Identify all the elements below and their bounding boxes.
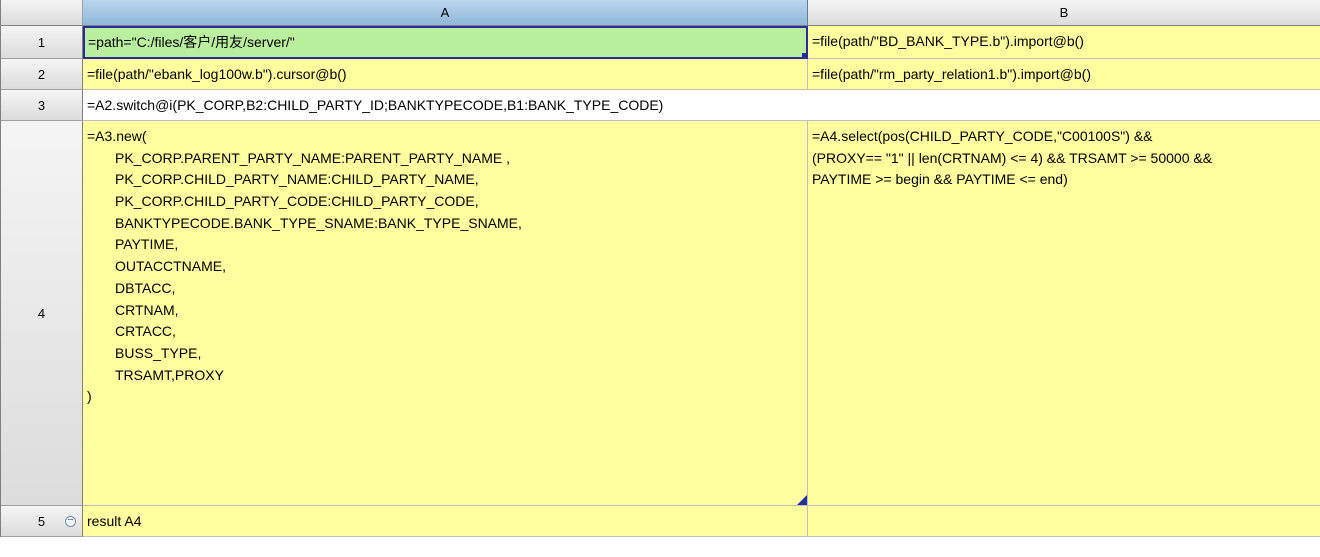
cell-A4[interactable]: =A3.new( PK_CORP.PARENT_PARTY_NAME:PARENT… — [83, 121, 808, 506]
cell-A4-line-0: PK_CORP.PARENT_PARTY_NAME:PARENT_PARTY_N… — [87, 148, 510, 170]
cell-B4-line-2: (PROXY== "1" || len(CRTNAM) <= 4) && TRS… — [812, 150, 1212, 166]
spreadsheet-grid: A B 1 =path="C:/files/客户/用友/server/" =fi… — [0, 0, 1320, 537]
cell-B4-line-1: =A4.select(pos(CHILD_PARTY_CODE,"C00100S… — [812, 128, 1153, 144]
cell-A3[interactable]: =A2.switch@i(PK_CORP,B2:CHILD_PARTY_ID;B… — [83, 90, 1320, 121]
column-header-A[interactable]: A — [83, 0, 808, 26]
cell-A4-line-10: TRSAMT,PROXY — [87, 365, 224, 387]
cell-B5[interactable] — [808, 506, 1320, 537]
cell-B4[interactable]: =A4.select(pos(CHILD_PARTY_CODE,"C00100S… — [808, 121, 1320, 506]
cell-A1[interactable]: =path="C:/files/客户/用友/server/" — [83, 26, 808, 59]
cell-B4-line-3: PAYTIME >= begin && PAYTIME <= end) — [812, 171, 1068, 187]
row-header-4[interactable]: 4 — [1, 121, 83, 506]
cell-A4-line-4: PAYTIME, — [87, 234, 178, 256]
cell-A4-line-7: CRTNAM, — [87, 300, 179, 322]
cell-A4-line-3: BANKTYPECODE.BANK_TYPE_SNAME:BANK_TYPE_S… — [87, 213, 522, 235]
row-header-3[interactable]: 3 — [1, 90, 83, 121]
collapse-icon[interactable]: − — [65, 516, 76, 527]
cell-A4-line-2: PK_CORP.CHILD_PARTY_CODE:CHILD_PARTY_COD… — [87, 191, 479, 213]
cell-A4-line-1: PK_CORP.CHILD_PARTY_NAME:CHILD_PARTY_NAM… — [87, 169, 479, 191]
column-header-B[interactable]: B — [808, 0, 1320, 26]
row-header-2[interactable]: 2 — [1, 59, 83, 90]
row-number-5: 5 — [38, 514, 45, 529]
cell-A5[interactable]: result A4 — [83, 506, 808, 537]
cell-A4-open: =A3.new( — [87, 128, 147, 144]
cell-A4-line-9: BUSS_TYPE, — [87, 343, 201, 365]
cell-A4-line-5: OUTACCTNAME, — [87, 256, 226, 278]
cell-B1[interactable]: =file(path/"BD_BANK_TYPE.b").import@b() — [808, 26, 1320, 59]
row-header-1[interactable]: 1 — [1, 26, 83, 59]
cell-B2[interactable]: =file(path/"rm_party_relation1.b").impor… — [808, 59, 1320, 90]
row-header-5[interactable]: 5 − — [1, 506, 83, 537]
cell-A4-line-8: CRTACC, — [87, 321, 176, 343]
cell-A4-close: ) — [87, 388, 92, 404]
corner-cell[interactable] — [1, 0, 83, 26]
cell-corner-marker-icon — [797, 495, 807, 505]
cell-A4-line-6: DBTACC, — [87, 278, 175, 300]
cell-A2[interactable]: =file(path/"ebank_log100w.b").cursor@b() — [83, 59, 808, 90]
